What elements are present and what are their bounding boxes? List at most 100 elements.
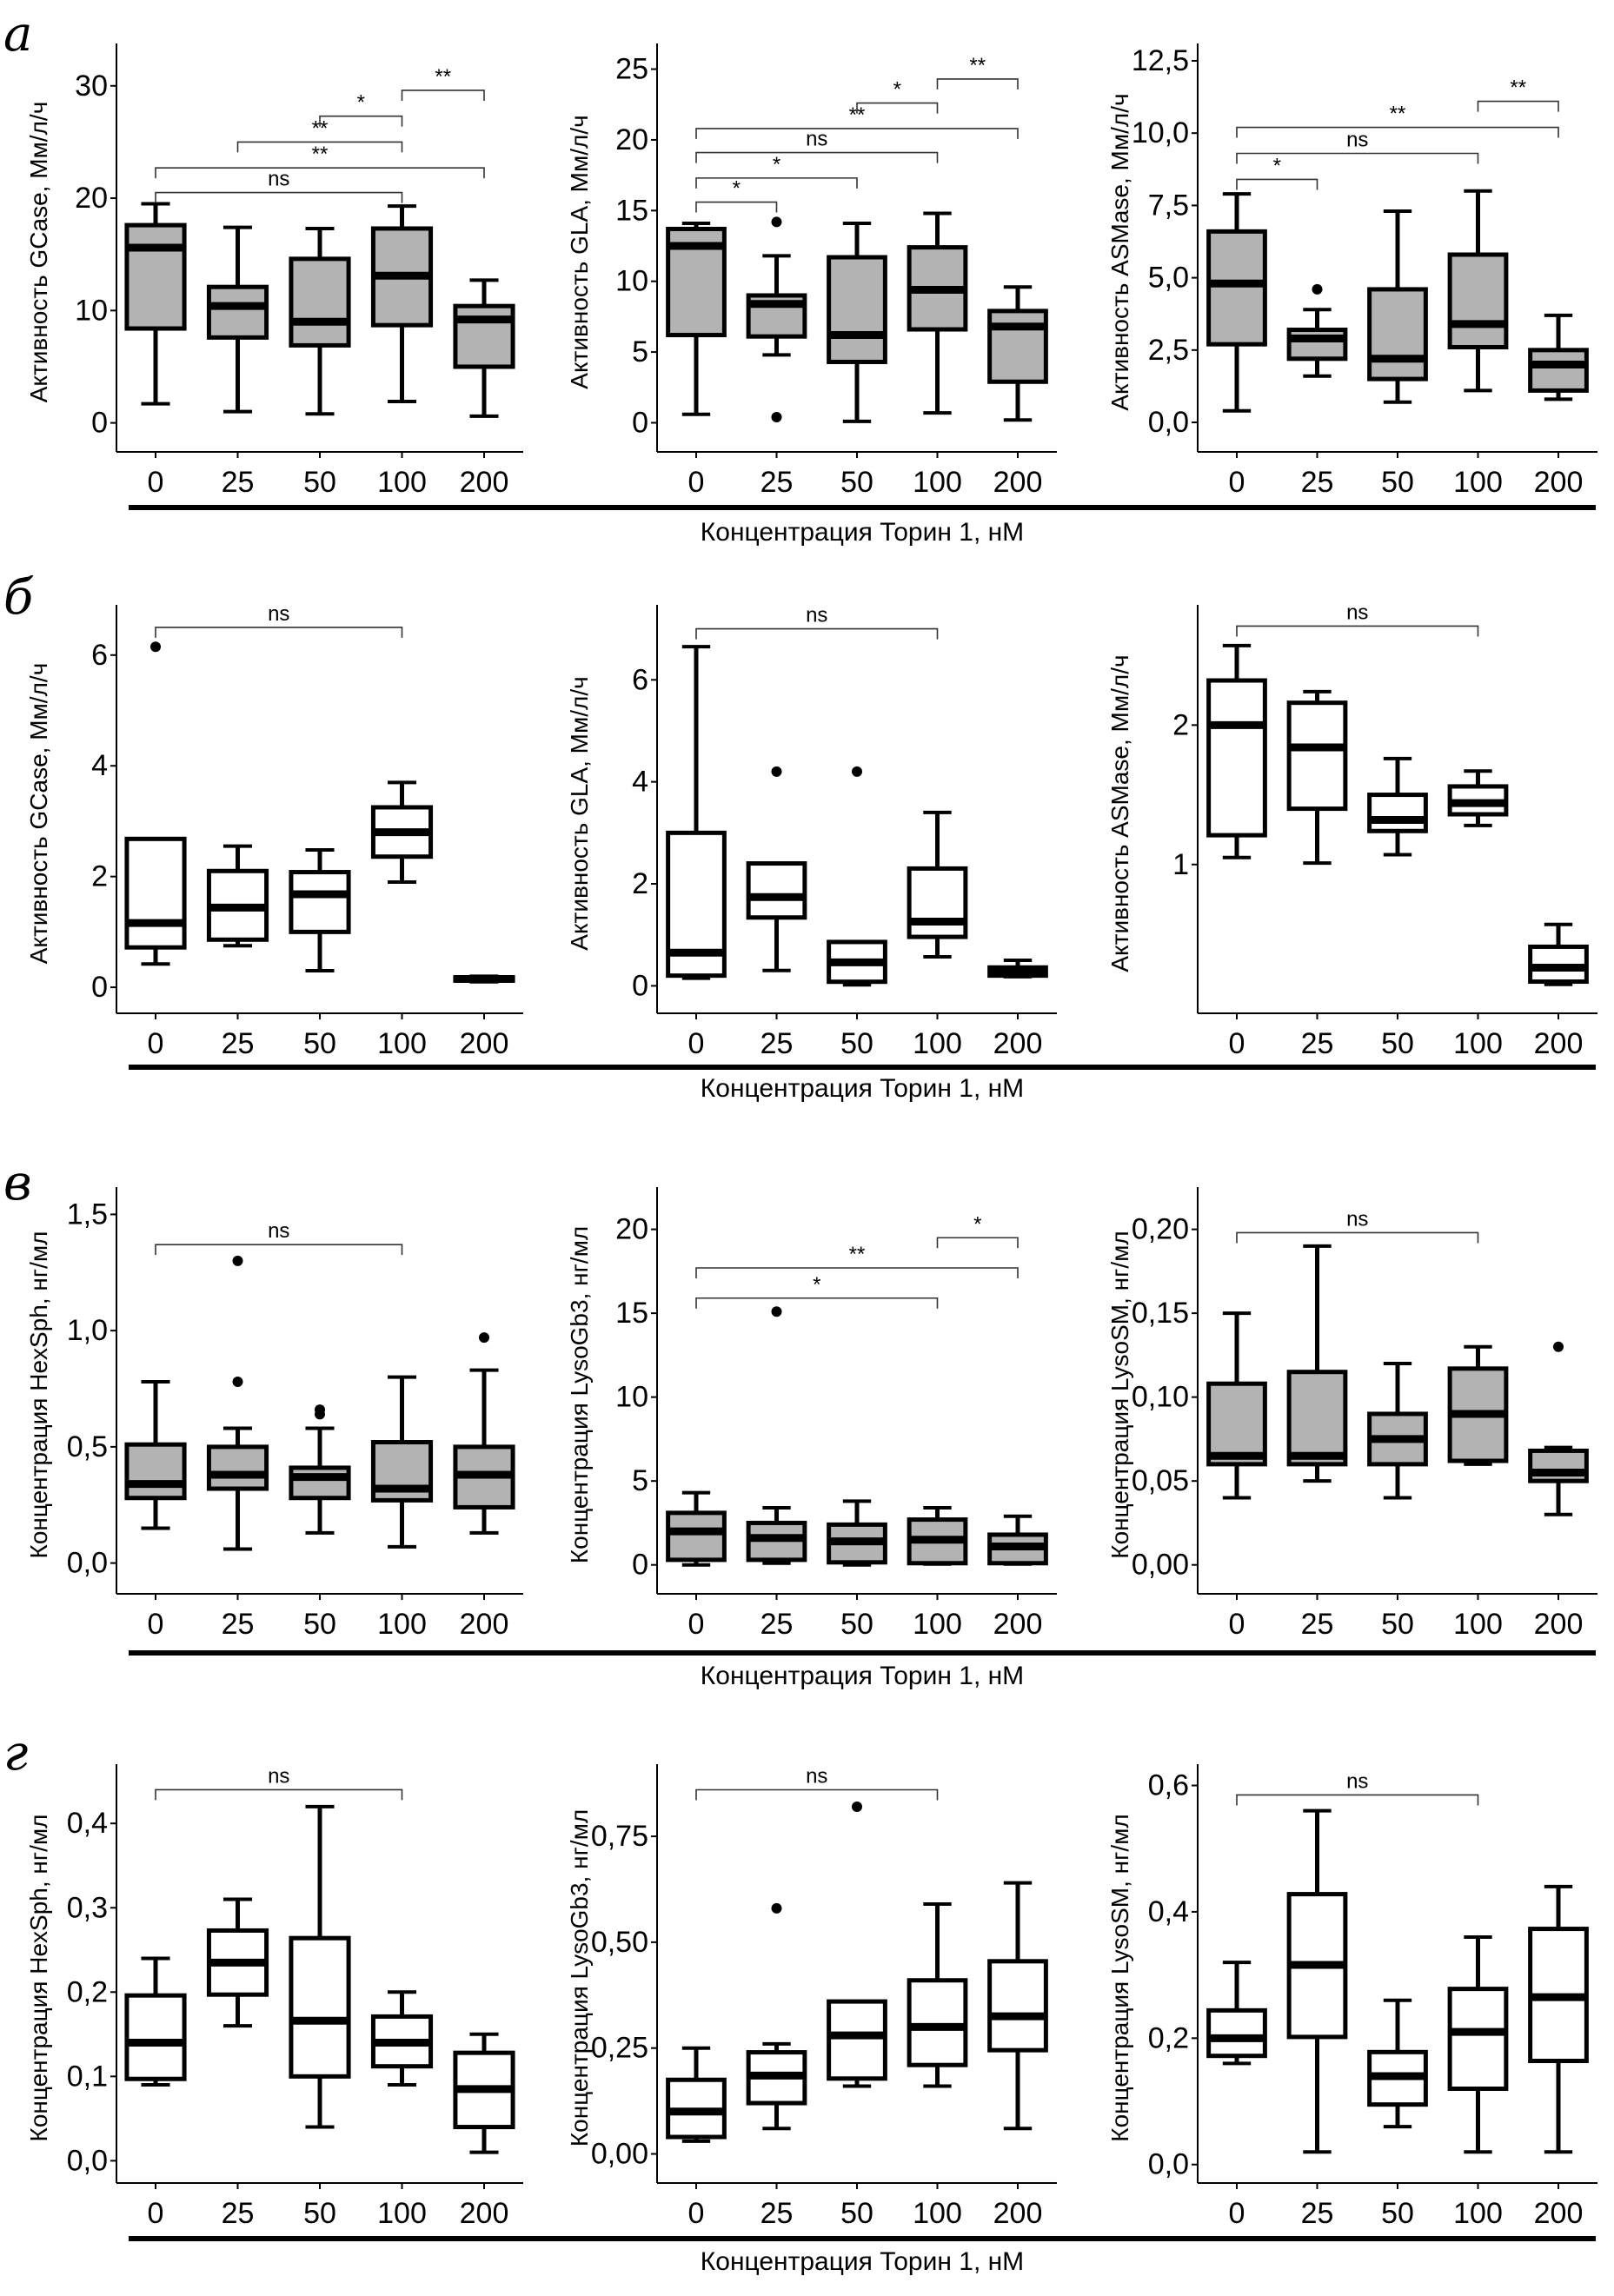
y-axis-title: Концентрация HexSph, нг/мл <box>25 1815 52 2142</box>
x-tick-label: 100 <box>1453 1027 1503 1060</box>
y-tick-label: 12,5 <box>1132 44 1189 77</box>
iqr-box <box>987 309 1048 384</box>
box-50 <box>289 848 351 972</box>
x-tick-label: 50 <box>1381 2197 1414 2230</box>
bracket-line <box>695 128 1019 139</box>
bracket-line <box>936 78 1019 90</box>
box-200 <box>1528 1884 1589 2154</box>
outlier-point <box>852 1801 862 1812</box>
y-tick-label: 0,50 <box>591 1926 648 1959</box>
x-tick-label: 100 <box>913 466 962 499</box>
significance-bracket: ns <box>695 128 939 163</box>
box-100 <box>1447 1344 1509 1466</box>
box-50 <box>289 1404 351 1535</box>
box-100 <box>1447 1935 1509 2154</box>
significance-label: ** <box>312 143 329 166</box>
significance-bracket: ** <box>695 1243 1019 1279</box>
x-tick-label: 25 <box>1301 2197 1334 2230</box>
y-tick-label: 0,20 <box>1132 1213 1189 1246</box>
significance-label: * <box>893 78 901 102</box>
box-0 <box>124 202 187 406</box>
y-tick-label: 10 <box>615 1381 648 1414</box>
box-25 <box>206 225 269 414</box>
box-0 <box>1206 1961 1267 2066</box>
x-tick-label: 50 <box>840 1608 873 1641</box>
significance-bracket: * <box>695 177 778 213</box>
y-axis-title: Активность GLA, Мм/л/ч <box>566 676 593 950</box>
significance-bracket: ns <box>1236 601 1479 637</box>
box-50 <box>827 766 887 987</box>
x-tick-label: 100 <box>913 1608 962 1641</box>
bracket-line <box>695 1788 939 1801</box>
significance-label: ** <box>1390 103 1406 126</box>
significance-bracket: ns <box>155 1764 403 1801</box>
y-tick-label: 20 <box>75 182 108 215</box>
x-tick-label: 0 <box>148 1608 164 1641</box>
bracket-line <box>695 201 778 213</box>
boxplot-r1-1: 0 2 4 6 Активность GLA, Мм/л/ч 0 25 50 100 200 ns <box>566 604 1057 1060</box>
y-tick-label: 0,4 <box>67 1807 108 1840</box>
x-tick-label: 100 <box>1453 466 1503 499</box>
y-tick-label: 0,25 <box>591 2032 648 2065</box>
x-tick-label: 200 <box>460 1027 509 1060</box>
x-tick-label: 25 <box>1301 1027 1334 1060</box>
y-tick-label: 4 <box>632 766 648 799</box>
box-100 <box>370 1375 434 1549</box>
box-100 <box>370 1990 434 2087</box>
significance-bracket: ** <box>1477 76 1559 112</box>
iqr-box <box>1286 1370 1348 1467</box>
bracket-line <box>856 102 939 114</box>
x-tick-label: 0 <box>148 466 164 499</box>
x-tick-label: 25 <box>222 2197 255 2230</box>
y-axis-title: Концентрация HexSph, нг/мл <box>25 1231 52 1559</box>
y-tick-label: 2 <box>632 867 648 900</box>
bracket-line <box>155 167 485 179</box>
iqr-box <box>1206 229 1267 347</box>
iqr-box <box>1447 1987 1509 2091</box>
x-tick-label: 100 <box>913 1027 962 1060</box>
x-tick-label: 0 <box>1229 1027 1245 1060</box>
box-100 <box>370 780 434 885</box>
x-tick-label: 50 <box>303 2197 336 2230</box>
x-tick-label: 25 <box>222 1027 255 1060</box>
box-200 <box>1528 922 1589 986</box>
iqr-box <box>827 1999 887 2081</box>
boxplot-в-0: в 0,0 0,5 1,0 1,5 Концентрация HexSph, нг/мл 0… <box>3 1155 523 1641</box>
boxplot-r1-2: 1 2 Активность ASMase, Мм/л/ч 0 25 50 100 200 ns <box>1106 601 1597 1060</box>
iqr-box <box>124 1993 187 2081</box>
box-0 <box>124 1379 187 1530</box>
box-100 <box>370 204 434 404</box>
y-tick-label: 5 <box>632 1464 648 1497</box>
iqr-box <box>289 1465 351 1501</box>
x-tick-label: 0 <box>688 466 705 499</box>
x-tick-label: 25 <box>761 1027 794 1060</box>
x-tick-label: 0 <box>688 1608 705 1641</box>
iqr-box <box>1367 287 1428 382</box>
y-tick-label: 15 <box>615 194 648 227</box>
y-axis-title: Концентрация LysoGb3, нг/мл <box>566 1809 593 2147</box>
y-tick-label: 0,3 <box>67 1891 108 1924</box>
x-tick-label: 200 <box>1534 1608 1584 1641</box>
significance-label: ns <box>1346 1769 1368 1793</box>
box-0 <box>1206 192 1267 413</box>
y-tick-label: 0,2 <box>1148 2021 1189 2054</box>
y-tick-label: 0,00 <box>1132 1549 1189 1582</box>
iqr-box <box>206 284 269 340</box>
boxplot-r2-1: 0 5 10 15 20 Концентрация LysoGb3, нг/мл 0 25 50… <box>566 1187 1057 1641</box>
y-axis-title: Активность GCase, Мм/л/ч <box>25 102 52 403</box>
outlier-point <box>852 766 862 777</box>
boxplot-б-0: б 0 2 4 6 Активность GCase, Мм/л/ч 0 25 50 100 200… <box>3 569 523 1060</box>
x-tick-label: 200 <box>1534 1027 1584 1060</box>
box-50 <box>827 1499 887 1567</box>
x-axis-caption: Концентрация Торин 1, нМ <box>701 1074 1024 1103</box>
x-tick-label: 0 <box>1229 466 1245 499</box>
x-tick-label: 200 <box>460 1608 509 1641</box>
outlier-point <box>232 1255 243 1266</box>
x-tick-label: 200 <box>993 2197 1043 2230</box>
bracket-line <box>695 177 858 189</box>
significance-label: ns <box>806 604 827 627</box>
box-100 <box>907 211 968 415</box>
outlier-point <box>232 1376 243 1387</box>
box-200 <box>1528 1341 1589 1516</box>
box-0 <box>124 641 187 966</box>
